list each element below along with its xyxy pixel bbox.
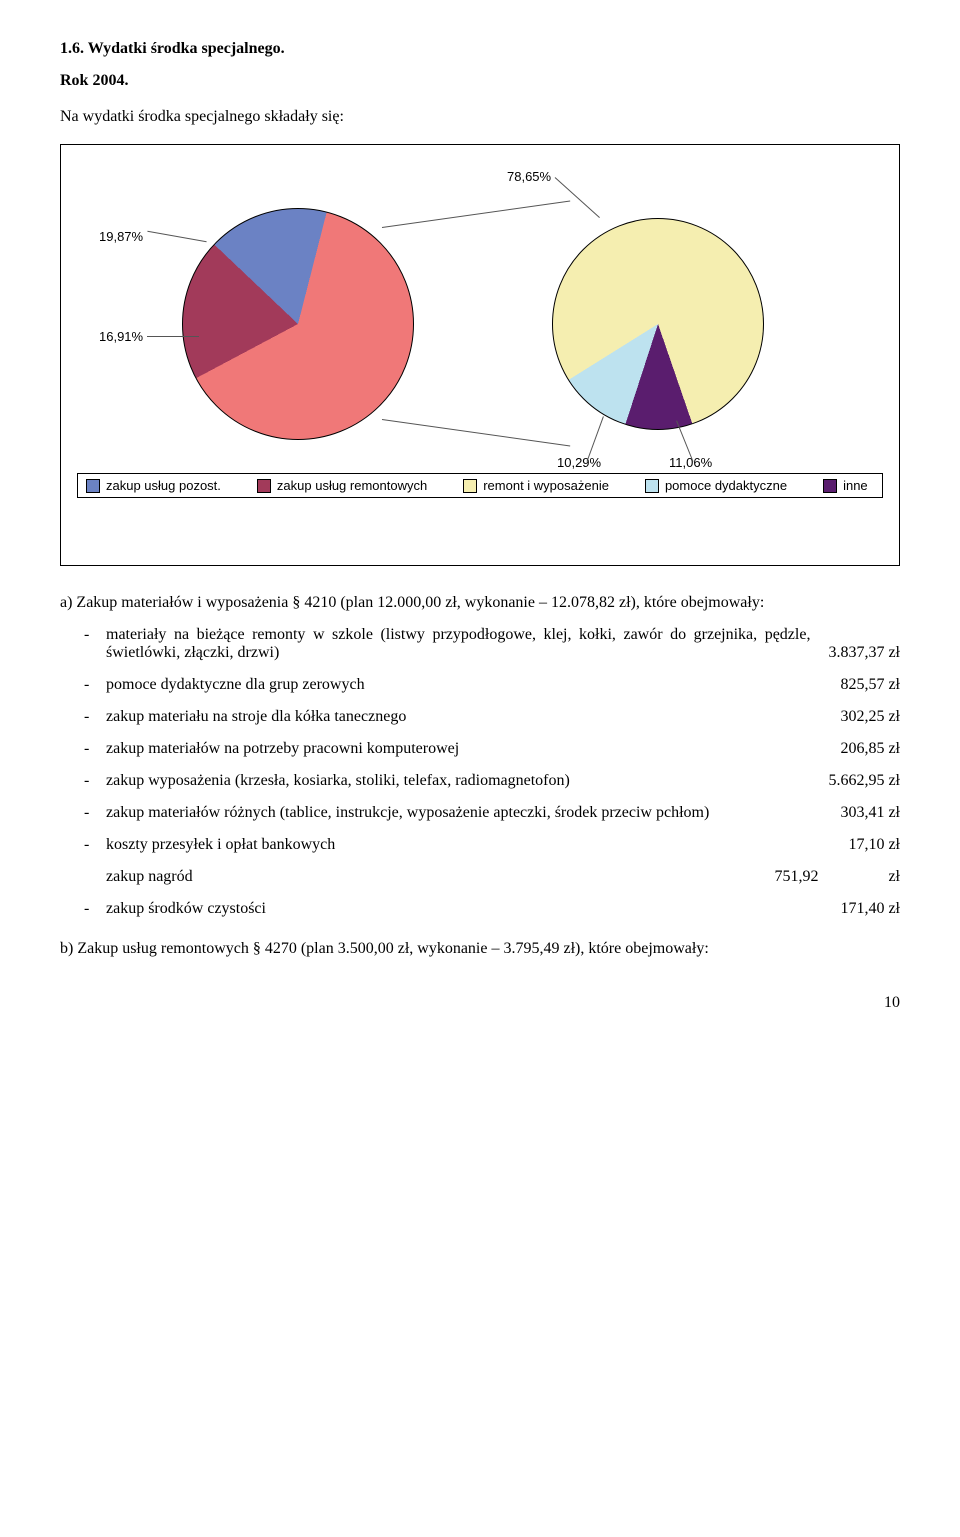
leader-bottom xyxy=(382,419,570,446)
pie-area: 19,87% 16,91% 78,65% 10,29% 11,06% xyxy=(77,173,883,473)
item-3: zakup materiałów na potrzeby pracowni ko… xyxy=(84,740,900,758)
item-6: koszty przesyłek i opłat bankowych 17,10… xyxy=(84,836,900,854)
item-6-amt: 17,10 zł xyxy=(848,836,900,854)
item-6-desc: koszty przesyłek i opłat bankowych xyxy=(106,836,848,854)
nagrod-desc: zakup nagród xyxy=(106,868,193,886)
pct-1987: 19,87% xyxy=(99,229,143,244)
swatch-1 xyxy=(257,479,271,493)
intro-text: Na wydatki środka specjalnego składały s… xyxy=(60,108,900,126)
legend-item-0: zakup usług pozost. xyxy=(86,478,221,493)
legend-label-1: zakup usług remontowych xyxy=(277,478,427,493)
czystosci-amt: 171,40 zł xyxy=(840,900,900,918)
item-2-amt: 302,25 zł xyxy=(840,708,900,726)
item-4-amt: 5.662,95 zł xyxy=(828,772,900,790)
item-list: materiały na bieżące remonty w szkole (l… xyxy=(60,626,900,854)
item-4: zakup wyposażenia (krzesła, kosiarka, st… xyxy=(84,772,900,790)
legend-item-2: remont i wyposażenie xyxy=(463,478,609,493)
item-1: pomoce dydaktyczne dla grup zerowych 825… xyxy=(84,676,900,694)
legend-label-2: remont i wyposażenie xyxy=(483,478,609,493)
item-2-desc: zakup materiału na stroje dla kółka tane… xyxy=(106,708,840,726)
pct-1691: 16,91% xyxy=(99,329,143,344)
item-5-amt: 303,41 zł xyxy=(840,804,900,822)
legend-label-4: inne xyxy=(843,478,868,493)
pct-1029: 10,29% xyxy=(557,455,601,470)
legend-item-1: zakup usług remontowych xyxy=(257,478,427,493)
item-3-desc: zakup materiałów na potrzeby pracowni ko… xyxy=(106,740,840,758)
leader-top xyxy=(382,201,570,228)
section-heading: 1.6. Wydatki środka specjalnego. xyxy=(60,40,900,58)
swatch-2 xyxy=(463,479,477,493)
nagrod-amt-num: 751,92 xyxy=(774,868,818,886)
item-5: zakup materiałów różnych (tablice, instr… xyxy=(84,804,900,822)
year-line: Rok 2004. xyxy=(60,72,900,90)
item-1-amt: 825,57 zł xyxy=(840,676,900,694)
leader-1691 xyxy=(147,336,199,337)
chart-legend: zakup usług pozost. zakup usług remontow… xyxy=(77,473,883,498)
item-0-amt: 3.837,37 zł xyxy=(828,644,900,662)
pie-chart-panel: 19,87% 16,91% 78,65% 10,29% 11,06% zakup… xyxy=(60,144,900,566)
item-3-amt: 206,85 zł xyxy=(840,740,900,758)
item-0: materiały na bieżące remonty w szkole (l… xyxy=(84,626,900,662)
right-pie xyxy=(552,218,764,430)
item-list-2: zakup środków czystości 171,40 zł xyxy=(60,900,900,918)
swatch-0 xyxy=(86,479,100,493)
legend-label-3: pomoce dydaktyczne xyxy=(665,478,787,493)
nagrod-amt-unit: zł xyxy=(888,868,900,886)
left-pie xyxy=(182,208,414,440)
swatch-3 xyxy=(645,479,659,493)
leader-7865 xyxy=(555,177,600,218)
pct-7865: 78,65% xyxy=(507,169,551,184)
section-a-lead: a) Zakup materiałów i wyposażenia § 4210… xyxy=(60,594,900,612)
nagrod-row: zakup nagród 751,92 zł xyxy=(60,868,900,886)
czystosci-desc: zakup środków czystości xyxy=(106,900,840,918)
leader-1987 xyxy=(147,231,206,242)
item-2: zakup materiału na stroje dla kółka tane… xyxy=(84,708,900,726)
item-czystosci: zakup środków czystości 171,40 zł xyxy=(84,900,900,918)
legend-label-0: zakup usług pozost. xyxy=(106,478,221,493)
legend-item-4: inne xyxy=(823,478,868,493)
item-4-desc: zakup wyposażenia (krzesła, kosiarka, st… xyxy=(106,772,828,790)
page-number: 10 xyxy=(60,994,900,1012)
swatch-4 xyxy=(823,479,837,493)
legend-item-3: pomoce dydaktyczne xyxy=(645,478,787,493)
item-1-desc: pomoce dydaktyczne dla grup zerowych xyxy=(106,676,840,694)
item-5-desc: zakup materiałów różnych (tablice, instr… xyxy=(106,804,840,822)
section-b-lead: b) Zakup usług remontowych § 4270 (plan … xyxy=(60,940,900,958)
item-0-desc: materiały na bieżące remonty w szkole (l… xyxy=(106,626,828,662)
